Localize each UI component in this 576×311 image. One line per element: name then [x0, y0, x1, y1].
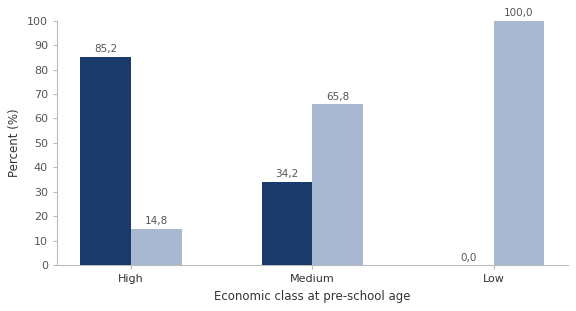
Text: 65,8: 65,8 — [326, 92, 349, 102]
Bar — [80, 57, 131, 265]
Y-axis label: Percent (%): Percent (%) — [8, 109, 21, 177]
Text: 14,8: 14,8 — [145, 216, 168, 226]
Text: 34,2: 34,2 — [275, 169, 298, 179]
Bar — [131, 229, 181, 265]
Text: 100,0: 100,0 — [505, 8, 534, 18]
X-axis label: Economic class at pre-school age: Economic class at pre-school age — [214, 290, 411, 303]
Text: 85,2: 85,2 — [94, 44, 117, 54]
Bar — [494, 21, 544, 265]
Text: 0,0: 0,0 — [460, 253, 476, 263]
Bar — [262, 182, 312, 265]
Bar — [312, 104, 363, 265]
